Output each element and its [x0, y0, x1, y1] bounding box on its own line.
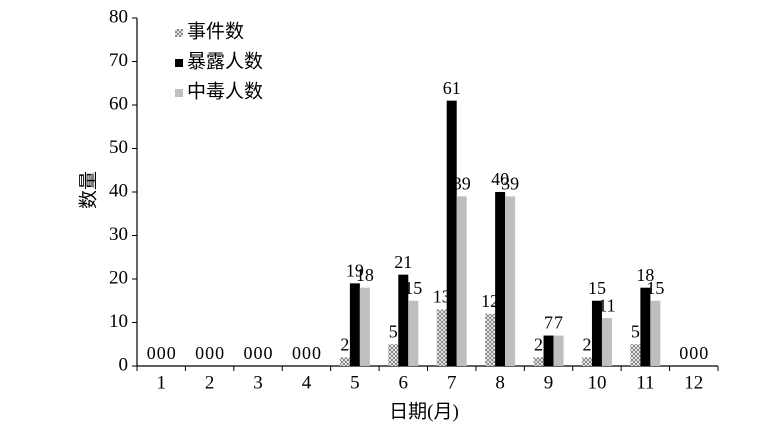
x-tick-label: 7	[447, 372, 457, 393]
data-label: 0	[699, 343, 708, 363]
data-label: 61	[443, 78, 461, 98]
data-label: 19	[346, 260, 364, 280]
data-label: 0	[147, 343, 156, 363]
data-label: 5	[389, 321, 398, 341]
bar	[630, 344, 641, 366]
bar	[495, 192, 506, 366]
bar	[456, 196, 467, 366]
data-label: 18	[636, 265, 654, 285]
bar	[485, 313, 496, 366]
legend-label: 事件数	[187, 20, 244, 42]
y-tick-label: 30	[109, 224, 128, 245]
x-axis-label: 日期(月)	[389, 400, 459, 422]
y-axis-label: 数量	[77, 171, 99, 209]
data-label: 18	[356, 265, 374, 285]
x-tick-label: 1	[156, 372, 166, 393]
bar	[543, 335, 554, 366]
bar	[640, 287, 651, 366]
data-label: 15	[404, 278, 422, 298]
x-tick-label: 4	[302, 372, 312, 393]
y-tick-label: 20	[109, 267, 128, 288]
y-tick-label: 10	[109, 311, 128, 332]
bar	[436, 309, 447, 366]
bar	[349, 283, 360, 366]
data-label: 12	[481, 291, 499, 311]
x-tick-label: 3	[253, 372, 263, 393]
data-label: 0	[244, 343, 253, 363]
bar	[446, 100, 457, 367]
bar	[339, 357, 350, 366]
data-label: 7	[544, 313, 553, 333]
bar	[408, 300, 419, 366]
bar	[650, 300, 661, 366]
data-label: 0	[205, 343, 214, 363]
bar	[553, 335, 564, 366]
data-label: 21	[394, 252, 412, 272]
legend-swatch	[175, 89, 183, 97]
data-label: 7	[554, 313, 563, 333]
data-label: 0	[312, 343, 321, 363]
data-label: 2	[534, 334, 543, 354]
data-label: 2	[340, 334, 349, 354]
legend-swatch	[175, 59, 183, 67]
data-label: 39	[453, 173, 471, 193]
x-tick-label: 2	[205, 372, 215, 393]
x-tick-label: 5	[350, 372, 360, 393]
bar	[581, 357, 592, 366]
data-label: 15	[588, 278, 606, 298]
data-label: 0	[157, 343, 166, 363]
x-tick-label: 12	[684, 372, 703, 393]
data-label: 0	[689, 343, 698, 363]
y-tick-label: 80	[109, 6, 128, 27]
data-label: 0	[292, 343, 301, 363]
bar	[505, 196, 516, 366]
bar	[388, 344, 399, 366]
data-label: 0	[679, 343, 688, 363]
data-label: 0	[167, 343, 176, 363]
data-label: 0	[302, 343, 311, 363]
legend-label: 暴露人数	[187, 50, 263, 72]
y-tick-label: 0	[119, 354, 129, 375]
x-tick-label: 10	[587, 372, 606, 393]
y-tick-label: 40	[109, 180, 128, 201]
data-label: 13	[433, 287, 451, 307]
data-label: 0	[195, 343, 204, 363]
legend-swatch	[175, 29, 183, 37]
y-tick-label: 60	[109, 93, 128, 114]
x-tick-label: 8	[495, 372, 505, 393]
data-label: 0	[254, 343, 263, 363]
data-label: 5	[631, 321, 640, 341]
data-label: 39	[501, 173, 519, 193]
bar	[398, 274, 409, 366]
bar	[359, 287, 370, 366]
x-tick-label: 9	[544, 372, 554, 393]
x-tick-label: 6	[399, 372, 409, 393]
bar	[601, 318, 612, 366]
data-label: 2	[582, 334, 591, 354]
data-label: 0	[264, 343, 273, 363]
x-tick-label: 11	[636, 372, 654, 393]
data-label: 0	[215, 343, 224, 363]
bar	[591, 300, 602, 366]
data-label: 40	[491, 169, 509, 189]
bar	[533, 357, 544, 366]
data-label: 15	[646, 278, 664, 298]
y-tick-label: 70	[109, 50, 128, 71]
data-label: 11	[598, 295, 615, 315]
y-tick-label: 50	[109, 137, 128, 158]
legend-label: 中毒人数	[187, 80, 263, 102]
